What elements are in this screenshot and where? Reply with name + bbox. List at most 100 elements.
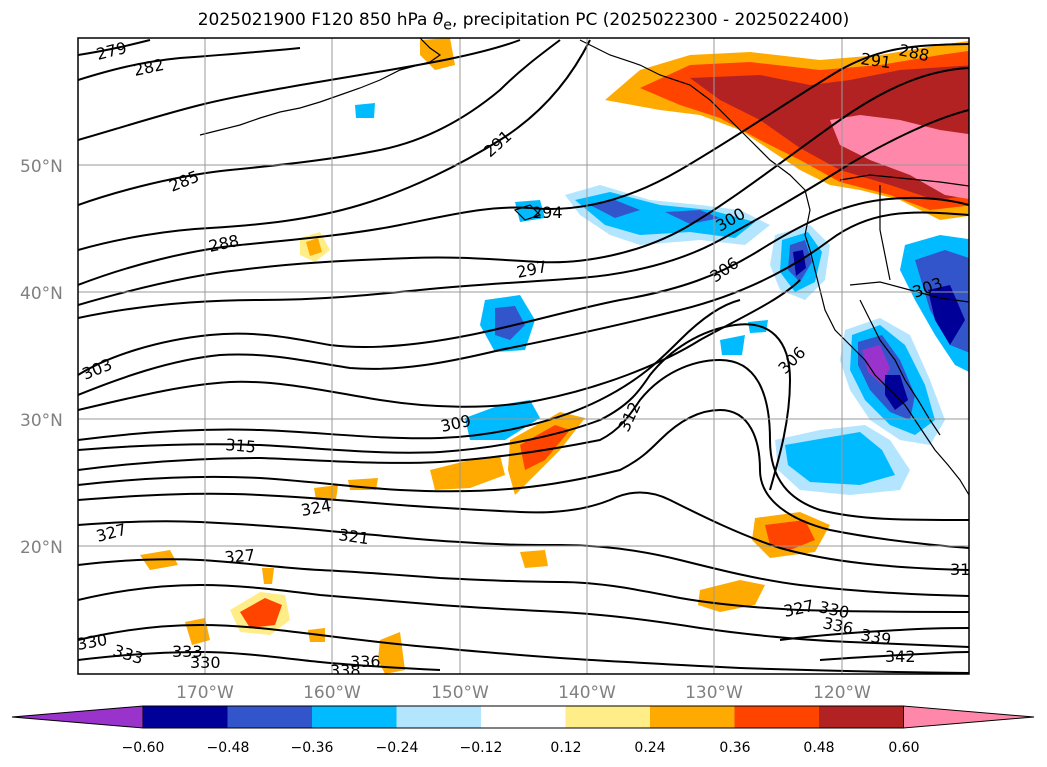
contour-288 <box>78 39 561 206</box>
contour-327a <box>78 520 969 597</box>
contour-294 <box>78 43 969 286</box>
coast-alaska <box>199 38 442 136</box>
precip-area-ne-pac-2b <box>306 238 322 256</box>
contour-label: 291 <box>480 126 515 161</box>
lon-labels: 170°W 160°W 150°W 140°W 130°W 120°W <box>176 683 871 703</box>
contours <box>78 39 969 674</box>
graticule <box>78 38 969 674</box>
precip-area-central-pac-d <box>665 210 720 224</box>
colorbar-tick: 0.60 <box>888 740 919 756</box>
colorbar <box>11 705 1035 729</box>
precip-area-blob-3 <box>515 200 545 222</box>
map-plot-area: 279 282 285 288 291 294 297 300 303 306 … <box>75 38 970 680</box>
contour-label: 312 <box>614 399 644 435</box>
colorbar-extend-low <box>11 705 144 729</box>
colorbar-border <box>142 705 904 729</box>
coast-border-1 <box>839 174 969 187</box>
precip-area-trop-9 <box>262 568 274 584</box>
contour-label: 294 <box>532 203 563 222</box>
colorbar-segment <box>227 706 313 728</box>
contour-label: 330 <box>817 597 851 622</box>
colorbar-tick: 0.36 <box>719 740 750 756</box>
precip-area-blob-1b <box>495 306 525 340</box>
contour-label: 309 <box>439 411 473 436</box>
contour-339 <box>779 627 969 641</box>
coast-west-us <box>804 234 969 496</box>
lon-label: 120°W <box>813 683 871 703</box>
contour-label: 330 <box>190 653 221 672</box>
precip-area-pnw-pink <box>830 115 969 199</box>
lon-label: 130°W <box>685 683 743 703</box>
colorbar-segment <box>396 706 482 728</box>
map-frame <box>77 37 970 675</box>
contour-303 <box>78 196 969 376</box>
coast-border-2 <box>849 281 969 303</box>
contour-label: 324 <box>299 496 332 520</box>
precip-area-trop-5 <box>520 550 548 568</box>
precip-area-mex-d <box>862 345 890 385</box>
contour-309 <box>78 279 801 411</box>
colorbar-segment <box>312 706 397 728</box>
contour-327b <box>78 558 969 613</box>
contour-label: 330 <box>75 630 108 654</box>
coast-alaska-panhandle <box>579 39 811 236</box>
lon-label: 170°W <box>176 683 234 703</box>
title-suffix: , precipitation PC (2025022300 - 2025022… <box>451 10 850 30</box>
colorbar-segment <box>819 706 904 728</box>
colorbar-tick: 0.24 <box>634 740 665 756</box>
map-title: 2025021900 F120 850 hPa θe, precipitatio… <box>0 10 1047 33</box>
colorbar-ticks: −0.60 −0.48 −0.36 −0.24 −0.12 0.12 0.24 … <box>122 740 920 756</box>
contour-label: 279 <box>94 38 128 64</box>
contour-330 <box>78 583 969 648</box>
contour-297 <box>78 67 969 306</box>
contour-336 <box>78 650 441 671</box>
contour-279 <box>78 39 151 56</box>
precip-area-central-pac-c <box>590 200 640 218</box>
colorbar-tick: −0.36 <box>291 740 334 756</box>
contour-label: 288 <box>207 231 241 256</box>
precip-area-mex-e <box>885 375 908 410</box>
contour-label: 338 <box>330 661 361 680</box>
precip-area-small-1 <box>720 335 745 355</box>
contour-label: 342 <box>885 647 916 666</box>
contour-label: 321 <box>337 525 370 548</box>
title-theta: θ <box>432 10 444 30</box>
colorbar-segment <box>734 706 820 728</box>
contour-label: 285 <box>166 167 201 196</box>
contour-324 <box>78 491 969 571</box>
colorbar-tick: −0.12 <box>460 740 503 756</box>
title-sub: e <box>443 17 452 34</box>
precip-negative-shading <box>355 103 969 495</box>
contour-291 <box>78 39 591 251</box>
title-prefix: 2025021900 F120 850 hPa <box>197 10 433 30</box>
contour-label: 333 <box>111 641 146 669</box>
colorbar-tick: 0.48 <box>803 740 834 756</box>
precip-area-blob-2 <box>465 400 540 440</box>
coast-baja <box>859 299 941 436</box>
lon-label: 140°W <box>558 683 616 703</box>
contour-321 <box>78 408 969 549</box>
precip-area-small-3 <box>355 103 375 118</box>
colorbar-segment <box>565 706 651 728</box>
contour-label: 339 <box>859 625 892 649</box>
contour-label: 291 <box>859 49 892 72</box>
contour-label: 327 <box>782 596 816 621</box>
colorbar-segment <box>650 706 735 728</box>
lat-label: 20°N <box>20 538 63 558</box>
contour-label: 336 <box>350 652 381 671</box>
contour-label: 282 <box>132 55 166 80</box>
colorbar-extend-high <box>903 705 1035 729</box>
precip-area-trop-1b <box>240 598 282 628</box>
colorbar-tick: 0.12 <box>550 740 581 756</box>
colorbar-tick: −0.24 <box>376 740 419 756</box>
contour-label: 31 <box>950 560 970 579</box>
coastlines <box>199 38 969 496</box>
lon-label: 160°W <box>303 683 361 703</box>
lat-label: 50°N <box>20 157 63 177</box>
contour-label: 306 <box>706 253 742 286</box>
precip-area-sub-2 <box>430 455 505 490</box>
precip-area-sub-3b <box>765 520 815 550</box>
contour-306a <box>78 211 969 396</box>
coast-island-1 <box>513 204 542 221</box>
